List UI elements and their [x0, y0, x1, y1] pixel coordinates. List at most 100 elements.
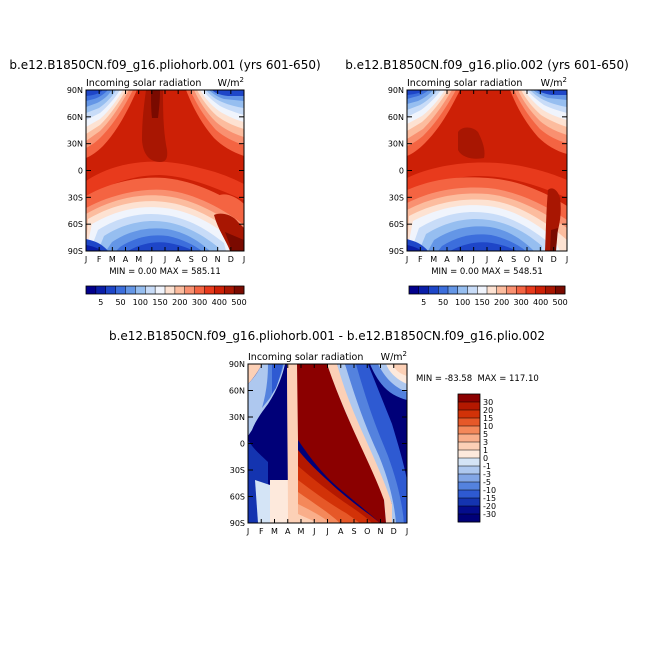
- colorbar-swatch: [438, 286, 449, 294]
- contour-band: [128, 242, 194, 251]
- contour-band: [550, 228, 558, 251]
- x-tick-label: J: [485, 255, 488, 264]
- contour-band: [297, 364, 386, 523]
- y-tick-label: 90N: [67, 86, 83, 95]
- x-tick-label: S: [511, 255, 516, 264]
- contour-band: [86, 161, 244, 200]
- x-tick-label: A: [498, 255, 504, 264]
- contour-band: [407, 162, 567, 198]
- y-tick-label: 30N: [67, 140, 83, 149]
- contour-band: [151, 90, 160, 118]
- colorbar-swatch: [458, 402, 480, 411]
- panel-3-field: [248, 364, 407, 523]
- colorbar-label: 500: [552, 298, 567, 307]
- units-superscript: 2: [403, 350, 407, 358]
- x-tick-label: J: [565, 255, 568, 264]
- colorbar-swatch: [535, 286, 546, 294]
- colorbar-label: 100: [133, 298, 148, 307]
- contour-band: [212, 90, 244, 96]
- colorbar-swatch: [234, 286, 245, 294]
- contour-band: [272, 364, 283, 394]
- units-superscript: 2: [563, 76, 567, 84]
- colorbar-swatch: [526, 286, 537, 294]
- units-text: W/m: [218, 78, 240, 89]
- colorbar-swatch: [506, 286, 517, 294]
- colorbar-label: 300: [513, 298, 528, 307]
- colorbar-label: 400: [533, 298, 548, 307]
- colorbar-label: 5: [483, 430, 488, 439]
- contour-band: [86, 245, 102, 251]
- colorbar-label: 50: [438, 298, 448, 307]
- panel-1-left-label: Incoming solar radiation: [86, 78, 201, 89]
- y-tick-label: 0: [78, 167, 83, 176]
- colorbar-label: 150: [474, 298, 489, 307]
- units-text: W/m: [541, 78, 563, 89]
- colorbar-swatch: [458, 394, 480, 403]
- y-tick-label: 60N: [67, 113, 83, 122]
- colorbar-swatch: [458, 410, 480, 419]
- colorbar-label: 200: [172, 298, 187, 307]
- colorbar-swatch: [458, 450, 480, 459]
- colorbar-swatch: [458, 474, 480, 483]
- colorbar-swatch: [115, 286, 126, 294]
- max-value: 548.51: [513, 267, 543, 277]
- panel-1: b.e12.B1850CN.f09_g16.pliohorb.001 (yrs …: [9, 58, 320, 307]
- colorbar-swatch: [458, 426, 480, 435]
- contour-band: [545, 188, 561, 251]
- colorbar-swatch: [458, 458, 480, 467]
- contour-band: [225, 232, 244, 251]
- y-tick-label: 60S: [230, 493, 245, 502]
- x-tick-label: M: [298, 527, 305, 536]
- panel-2-field: [407, 90, 567, 251]
- colorbar-swatch: [135, 286, 146, 294]
- max-label: MAX =: [160, 267, 189, 277]
- colorbar-label: 1: [483, 446, 488, 455]
- colorbar-label: 50: [115, 298, 125, 307]
- colorbar-label: 100: [455, 298, 470, 307]
- colorbar-swatch: [458, 498, 480, 507]
- panel-3-title: b.e12.B1850CN.f09_g16.pliohorb.001 - b.e…: [109, 329, 545, 343]
- colorbar-label: 30: [483, 398, 493, 407]
- colorbar-swatch: [86, 286, 97, 294]
- y-tick-label: 30S: [389, 193, 404, 202]
- x-tick-label: A: [444, 255, 450, 264]
- colorbar-swatch: [516, 286, 527, 294]
- x-tick-label: J: [405, 527, 408, 536]
- colorbar-label: 150: [152, 298, 167, 307]
- y-tick-label: 60N: [229, 387, 245, 396]
- panel-1-minmax: MIN = 0.00 MAX = 585.11: [109, 267, 221, 277]
- x-tick-label: N: [378, 527, 384, 536]
- colorbar-label: -1: [483, 462, 491, 471]
- colorbar-swatch: [95, 286, 107, 294]
- colorbar-swatch: [224, 286, 235, 294]
- colorbar-label: 500: [231, 298, 246, 307]
- y-tick-label: 90S: [230, 519, 245, 528]
- colorbar-swatch: [174, 286, 186, 294]
- min-label: MIN =: [109, 267, 135, 277]
- contour-band: [248, 364, 262, 384]
- max-label: MAX =: [482, 267, 511, 277]
- panel-3: b.e12.B1850CN.f09_g16.pliohorb.001 - b.e…: [109, 329, 545, 536]
- contour-band: [270, 480, 290, 523]
- contour-band: [327, 364, 392, 523]
- x-tick-label: O: [201, 255, 207, 264]
- x-tick-label: J: [246, 527, 249, 536]
- y-tick-label: 0: [240, 440, 245, 449]
- units-superscript: 2: [240, 76, 244, 84]
- contour-band: [407, 90, 424, 95]
- colorbar-swatch: [105, 286, 117, 294]
- x-tick-label: M: [271, 527, 278, 536]
- panel-2: b.e12.B1850CN.f09_g16.plio.002 (yrs 601-…: [345, 58, 629, 307]
- colorbar-swatch: [458, 442, 480, 451]
- colorbar-swatch: [155, 286, 166, 294]
- x-tick-label: S: [189, 255, 194, 264]
- colorbar-label: 200: [494, 298, 509, 307]
- colorbar-label: 400: [212, 298, 227, 307]
- contour-band: [392, 364, 407, 376]
- colorbar-swatch: [145, 286, 156, 294]
- contour-band: [458, 127, 485, 159]
- colorbar-label: -10: [483, 486, 496, 495]
- x-tick-label: O: [364, 527, 370, 536]
